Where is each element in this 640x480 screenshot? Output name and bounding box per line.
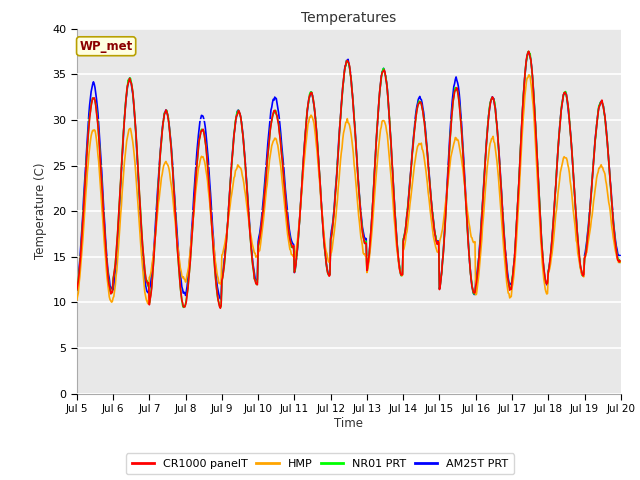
Title: Temperatures: Temperatures [301,11,396,25]
Legend: CR1000 panelT, HMP, NR01 PRT, AM25T PRT: CR1000 panelT, HMP, NR01 PRT, AM25T PRT [126,453,514,474]
X-axis label: Time: Time [334,417,364,430]
Y-axis label: Temperature (C): Temperature (C) [34,163,47,260]
Text: WP_met: WP_met [79,40,132,53]
